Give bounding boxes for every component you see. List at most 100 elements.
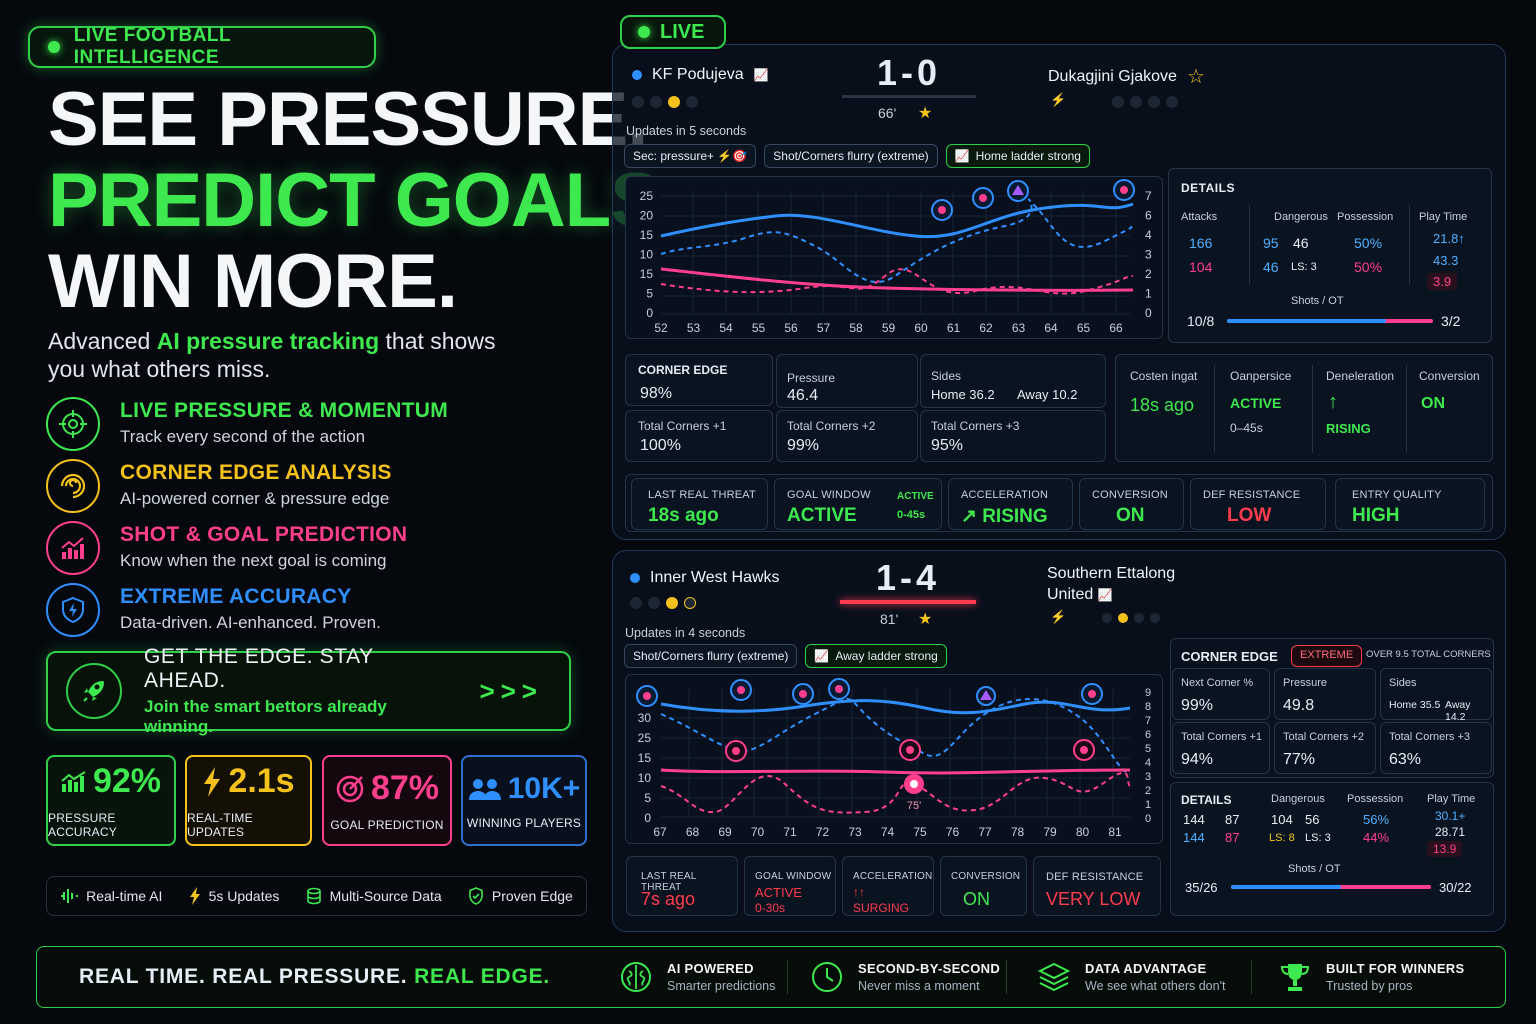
x-tick-label: 62 xyxy=(979,321,993,335)
metric-conversion: CONVERSION ON xyxy=(1079,478,1184,530)
x-tick-label: 73 xyxy=(848,825,862,839)
x-tick-label: 60 xyxy=(914,321,928,335)
next-corner-cell: Next Corner % 99% xyxy=(1172,668,1270,720)
metric-acceleration-2: ACCELERATION ↑↑ SURGING xyxy=(842,856,934,916)
metric-conversion-2: CONVERSION ON xyxy=(940,856,1027,916)
x-tick-label: 71 xyxy=(783,825,797,839)
tc2-cell-1: Total Corners +2 99% xyxy=(776,410,918,462)
stat-pressure-accuracy: 92% PRESSURE ACCURACY xyxy=(46,755,176,846)
x-tick-label: 54 xyxy=(719,321,733,335)
bolt-icon xyxy=(189,887,200,905)
y2-tick-label: 0 xyxy=(1145,813,1151,825)
tag-5s-updates: 5s Updates xyxy=(189,887,279,905)
y-tick-label: 30 xyxy=(638,711,652,725)
x-tick-label: 63 xyxy=(1012,321,1026,335)
x-tick-label: 65 xyxy=(1077,321,1091,335)
chip[interactable]: Shot/Corners flurry (extreme) xyxy=(764,144,938,168)
metric-def-resistance: DEF RESISTANCE LOW xyxy=(1190,478,1326,530)
shots-bar xyxy=(1231,885,1431,889)
bolt-icon: ⚡ xyxy=(1050,92,1067,107)
tag-proven-edge: Proven Edge xyxy=(468,887,573,905)
star-icon[interactable]: ★ xyxy=(918,105,933,122)
x-tick-label: 77 xyxy=(978,825,992,839)
away-team-1[interactable]: Dukagjini Gjakove ☆ xyxy=(1048,66,1205,88)
x-tick-label: 68 xyxy=(686,825,700,839)
x-tick-label: 76 xyxy=(946,825,960,839)
footer-item-ai: AI POWERED Smarter predictions xyxy=(619,960,787,994)
signal-chips: Sec: pressure+ ⚡🎯 Shot/Corners flurry (e… xyxy=(624,144,1090,168)
chip[interactable]: 📈 Home ladder strong xyxy=(945,144,1090,168)
metric-goal-window: GOAL WINDOW ACTIVE ACTIVE 0-45s xyxy=(774,478,942,530)
y2-tick-label: 3 xyxy=(1145,771,1151,783)
hero-badge-text: LIVE FOOTBALL INTELLIGENCE xyxy=(73,25,231,68)
x-tick-label: 59 xyxy=(882,321,896,335)
layers-icon xyxy=(1037,962,1071,992)
tag-realtime-ai: Real-time AI xyxy=(60,888,162,904)
team-dot-icon xyxy=(632,70,642,80)
feature-title: CORNER EDGE ANALYSIS xyxy=(120,461,392,484)
chip[interactable]: 📈 Away ladder strong xyxy=(805,644,947,668)
tag-multi-source: Multi-Source Data xyxy=(306,887,442,905)
home-team-2[interactable]: Inner West Hawks xyxy=(630,569,780,587)
chip[interactable]: Sec: pressure+ ⚡🎯 xyxy=(624,144,757,168)
live-dot-icon xyxy=(48,41,60,53)
pressure-cell-2: Pressure 49.8 xyxy=(1274,668,1376,720)
y2-tick-label: 7 xyxy=(1145,715,1151,727)
form-dots xyxy=(632,96,698,108)
y2-tick-label: 3 xyxy=(1145,248,1152,262)
star-outline-icon[interactable]: ☆ xyxy=(1186,66,1205,88)
feature-desc: Track every second of the action xyxy=(120,427,366,446)
live-dot-icon xyxy=(638,26,650,38)
y-tick-label: 10 xyxy=(640,248,654,262)
x-tick-label: 61 xyxy=(947,321,961,335)
x-tick-label: 58 xyxy=(849,321,863,335)
footer-item-data: DATA ADVANTAGE We see what others don't xyxy=(1037,960,1251,994)
metric-def-resistance-2: DEF RESISTANCE VERY LOW xyxy=(1033,856,1161,916)
users-icon xyxy=(468,778,501,800)
metric-entry-quality: ENTRY QUALITY HIGH xyxy=(1335,478,1485,530)
y2-tick-label: 8 xyxy=(1145,701,1151,713)
feature-desc: Know when the next goal is coming xyxy=(120,551,387,570)
trend-icon: 📈 xyxy=(814,649,830,663)
trend-icon: 📈 xyxy=(954,149,970,163)
metric-last-threat-2: LAST REAL THREAT 7s ago xyxy=(626,856,738,916)
y-tick-label: 20 xyxy=(640,209,654,223)
updates-text: Updates in 4 seconds xyxy=(625,626,746,640)
x-tick-label: 69 xyxy=(718,825,732,839)
y2-tick-label: 0 xyxy=(1145,306,1152,320)
feature-accuracy: EXTREME ACCURACY Data-driven. AI-enhanced… xyxy=(46,583,566,639)
x-tick-label: 53 xyxy=(687,321,701,335)
x-tick-label: 55 xyxy=(752,321,766,335)
home-team-1[interactable]: KF Podujeva 📈 xyxy=(632,66,769,84)
clock-icon xyxy=(812,962,842,992)
score-1: 1-0 xyxy=(876,52,942,93)
sides-cell-2: Sides Home 35.5 Away 14.2 xyxy=(1380,668,1492,723)
away-team-2[interactable]: Southern Ettalong United 📈 xyxy=(1047,565,1176,603)
footer-item-winners: BUILT FOR WINNERS Trusted by pros xyxy=(1278,960,1464,994)
bolt-icon: ⚡ xyxy=(1050,609,1067,624)
footer-slogan: REAL TIME. REAL PRESSURE. REAL EDGE. xyxy=(79,965,551,988)
form-dots xyxy=(1102,613,1160,623)
cta-title: GET THE EDGE. STAY AHEAD. xyxy=(144,645,374,692)
headline-line-2: PREDICT GOALS. xyxy=(48,158,681,243)
tc1-cell-2: Total Corners +1 94% xyxy=(1172,722,1270,774)
headline-line-1: SEE PRESSURE. xyxy=(48,77,648,162)
shield-check-icon xyxy=(469,887,483,905)
feature-shot-goal: SHOT & GOAL PREDICTION Know when the next… xyxy=(46,521,566,577)
shield-bolt-icon xyxy=(46,583,100,637)
star-icon[interactable]: ★ xyxy=(918,611,933,628)
stat-goal-prediction: 87% GOAL PREDICTION xyxy=(322,755,452,846)
score-bar xyxy=(840,600,976,604)
event-markers xyxy=(931,179,1135,221)
y-tick-label: 0 xyxy=(644,811,651,825)
chip[interactable]: Shot/Corners flurry (extreme) xyxy=(624,644,798,668)
x-tick-label: 70 xyxy=(751,825,765,839)
chart-up-icon xyxy=(46,521,100,575)
x-tick-label: 72 xyxy=(816,825,830,839)
rocket-icon xyxy=(66,663,122,719)
cta-button[interactable]: GET THE EDGE. STAY AHEAD. Join the smart… xyxy=(46,645,571,736)
live-badge: LIVE xyxy=(620,15,726,49)
y2-tick-label: 2 xyxy=(1145,785,1151,797)
feature-title: SHOT & GOAL PREDICTION xyxy=(120,523,408,546)
